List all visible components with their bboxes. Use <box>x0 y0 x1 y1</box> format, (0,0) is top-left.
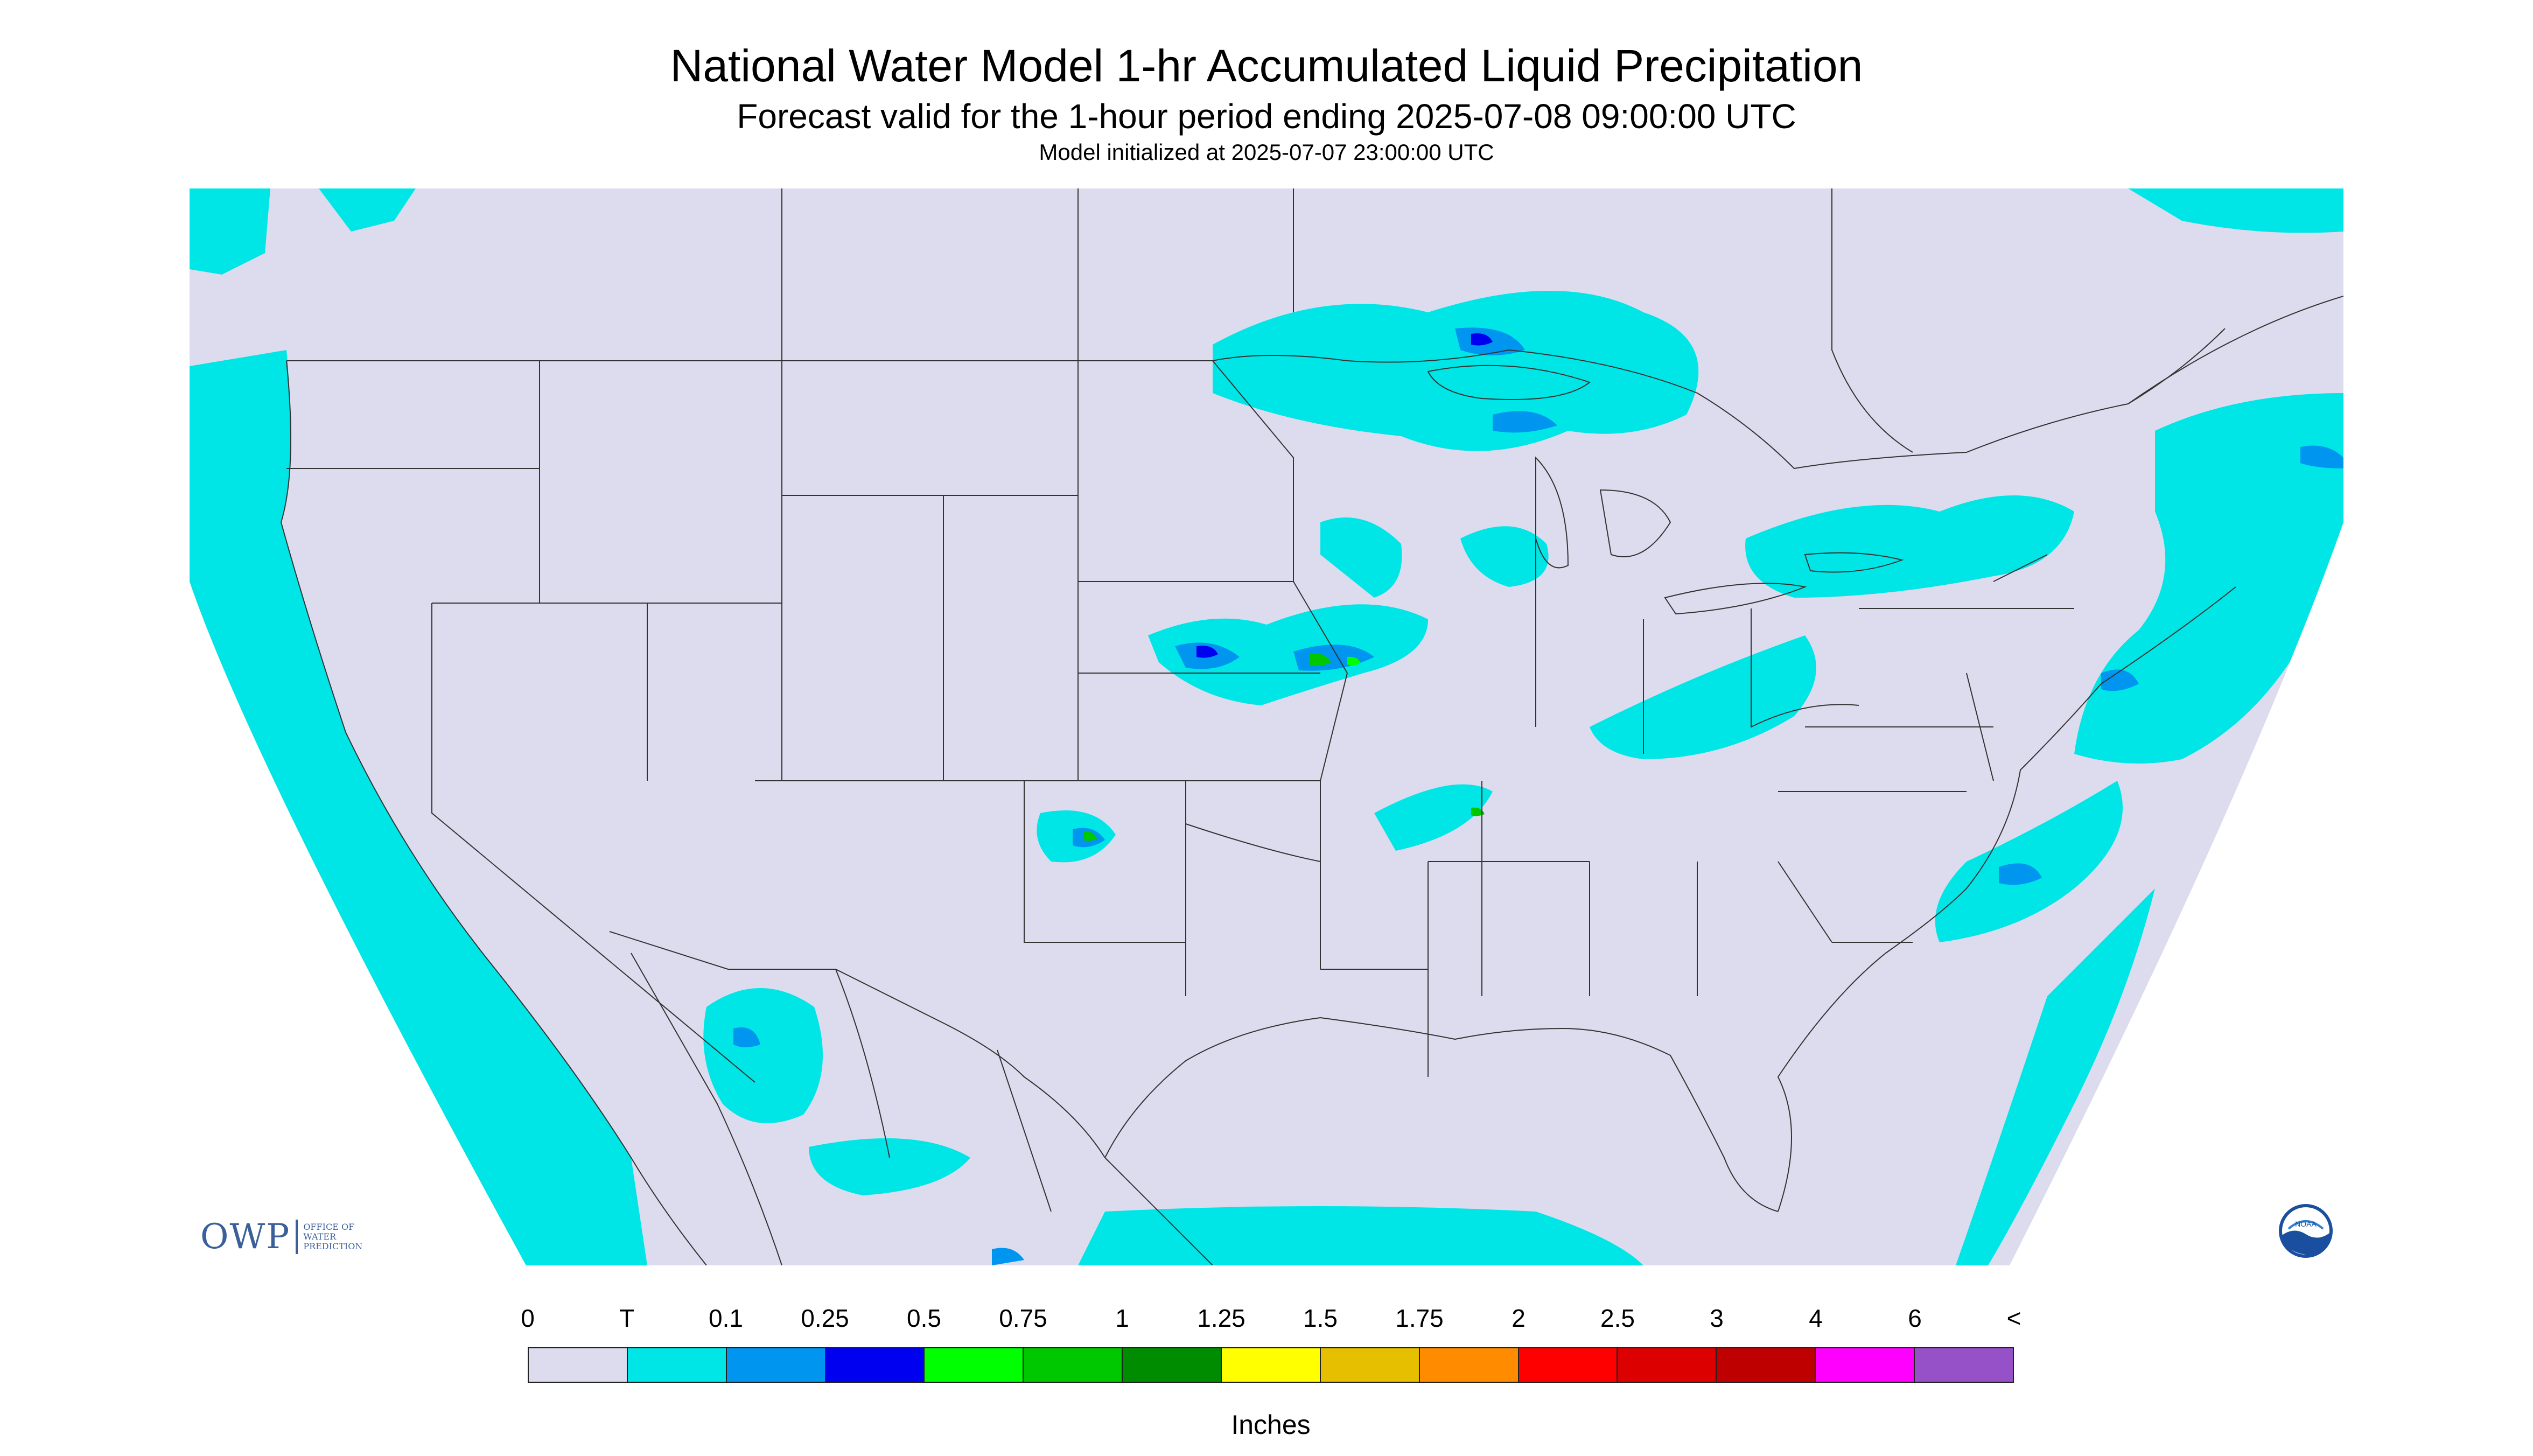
precip-nebraska-tail <box>1320 517 1402 598</box>
us-states-east <box>1535 538 2074 996</box>
us-states-west <box>286 361 1320 1083</box>
legend-tick-label: 6 <box>1908 1304 1922 1332</box>
map-canvas <box>190 188 2343 1265</box>
legend-swatch <box>1419 1348 1519 1382</box>
precip-wisconsin <box>1460 526 1549 587</box>
legend-tick-label: 2 <box>1512 1304 1526 1332</box>
gulf-coastline <box>1104 1017 1779 1212</box>
legend-tick-label: 3 <box>1710 1304 1724 1332</box>
great-lakes <box>1427 365 1904 615</box>
legend-tick-label: 0.1 <box>709 1304 743 1332</box>
precip-mexico-west <box>703 988 823 1123</box>
precip-northeast <box>2074 393 2343 764</box>
legend-tick-label: 0.5 <box>907 1304 941 1332</box>
map-title: National Water Model 1-hr Accumulated Li… <box>670 40 1863 91</box>
model-init-line: Model initialized at 2025-07-07 23:00:00… <box>1039 139 1494 165</box>
owp-logo: OWP OFFICE OF WATER PREDICTION <box>200 1217 384 1257</box>
precip-iowa-band <box>1148 604 1428 705</box>
boundary-lines <box>280 188 2343 1265</box>
legend-tick-label: 1.5 <box>1303 1304 1338 1332</box>
precipitation-map: OWP OFFICE OF WATER PREDICTION NOAA <box>190 188 2343 1265</box>
legend-swatch <box>1024 1348 1123 1382</box>
precip-pacific-nw-edge <box>190 188 270 275</box>
legend-color-bar <box>528 1347 2014 1383</box>
legend-swatch <box>1915 1348 2013 1382</box>
us-mexico-border <box>609 931 1105 1158</box>
precip-mexico-central <box>809 1138 970 1195</box>
owp-logo-divider <box>296 1220 298 1254</box>
legend-tick-label: 0.75 <box>999 1304 1047 1332</box>
us-canada-border <box>286 328 2226 470</box>
legend-tick-label: 0.25 <box>801 1304 849 1332</box>
precip-canada-north <box>2128 188 2343 233</box>
precip-atlantic <box>1935 781 2123 942</box>
precip-atlantic-south <box>1956 888 2155 1265</box>
legend-tick-label: 1.25 <box>1197 1304 1245 1332</box>
precip-canada-pacific <box>319 188 416 232</box>
precip-trace-areas <box>190 188 2343 1265</box>
legend-swatch <box>627 1348 727 1382</box>
legend-tick-label: < <box>2006 1304 2021 1332</box>
atlantic-coastline <box>1777 586 2236 1212</box>
owp-logo-text: OFFICE OF WATER PREDICTION <box>303 1222 363 1251</box>
legend-tick-label: 4 <box>1809 1304 1823 1332</box>
legend-swatch <box>1618 1348 1717 1382</box>
legend-swatch <box>1816 1348 1915 1382</box>
precip-ohio-valley <box>1590 635 1816 759</box>
legend-swatch <box>1519 1348 1618 1382</box>
legend-units-label: Inches <box>1231 1410 1311 1440</box>
legend-swatch <box>1123 1348 1222 1382</box>
pacific-coastline <box>280 360 707 1265</box>
precip-arkansas <box>1374 784 1493 851</box>
legend-swatch <box>825 1348 925 1382</box>
precip-heavy-cells <box>1083 333 1493 841</box>
precip-gulf-south <box>1078 1206 1643 1265</box>
us-states-central <box>1078 360 1590 1077</box>
legend-swatch <box>726 1348 826 1382</box>
legend-tick-label: 2.5 <box>1600 1304 1635 1332</box>
legend-swatch <box>1717 1348 1816 1382</box>
legend-tick-label: 0 <box>521 1304 535 1332</box>
noaa-logo-text: NOAA <box>2295 1220 2317 1228</box>
legend-swatch <box>925 1348 1024 1382</box>
noaa-logo: NOAA <box>2279 1204 2333 1258</box>
legend-tick-label: T <box>619 1304 635 1332</box>
legend-swatch <box>1320 1348 1420 1382</box>
legend-tick-label: 1.75 <box>1395 1304 1444 1332</box>
owp-logo-mark: OWP <box>200 1217 291 1257</box>
legend-tick-label: 1 <box>1115 1304 1129 1332</box>
forecast-valid-line: Forecast valid for the 1-hour period end… <box>737 97 1796 136</box>
mexico-states <box>631 953 1213 1265</box>
legend-swatch <box>529 1348 628 1382</box>
legend-swatch <box>1222 1348 1321 1382</box>
canada-provinces <box>781 188 2343 453</box>
precip-upper-midwest <box>1213 291 1699 451</box>
precip-pacific-coast <box>190 350 647 1265</box>
